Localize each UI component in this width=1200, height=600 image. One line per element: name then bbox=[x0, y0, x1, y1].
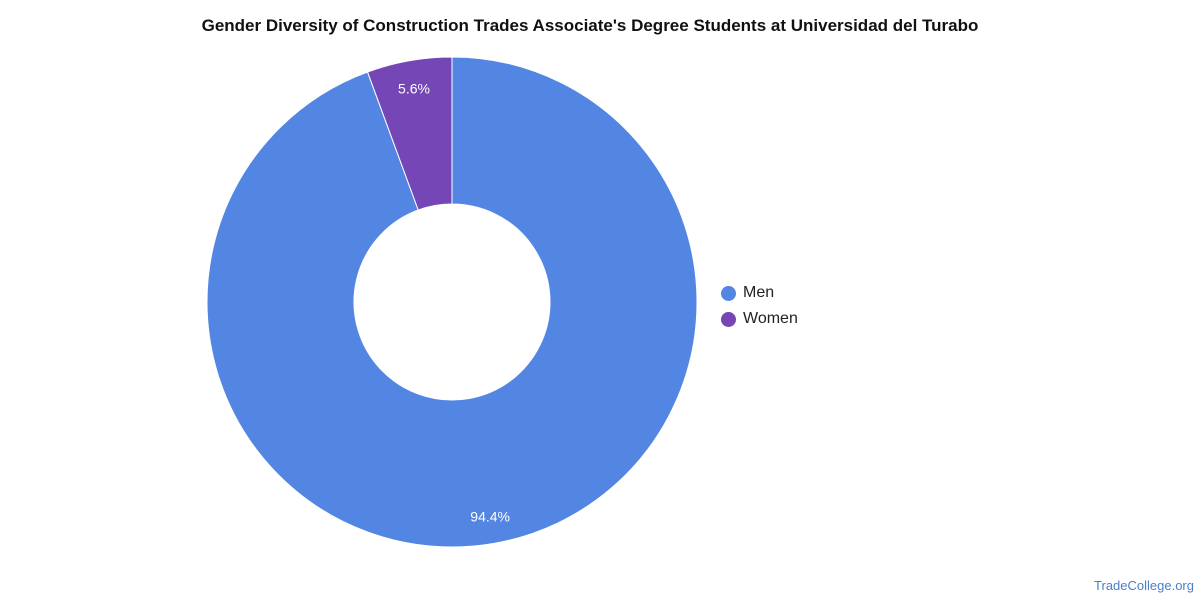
legend-swatch-men bbox=[721, 285, 736, 301]
legend-label-men: Men bbox=[743, 284, 775, 301]
legend: Men Women bbox=[721, 280, 798, 332]
legend-label-women: Women bbox=[743, 310, 798, 327]
slice-men[interactable] bbox=[206, 56, 698, 548]
source-watermark[interactable]: TradeCollege.org bbox=[1094, 578, 1194, 593]
slice-label-women: 5.6% bbox=[398, 80, 430, 96]
chart-title: Gender Diversity of Construction Trades … bbox=[201, 16, 979, 35]
slice-label-men: 94.4% bbox=[470, 509, 510, 525]
legend-item-women[interactable]: Women bbox=[721, 306, 798, 332]
legend-item-men[interactable]: Men bbox=[721, 280, 798, 306]
slice-women[interactable] bbox=[366, 56, 453, 211]
legend-swatch-women bbox=[721, 311, 736, 327]
